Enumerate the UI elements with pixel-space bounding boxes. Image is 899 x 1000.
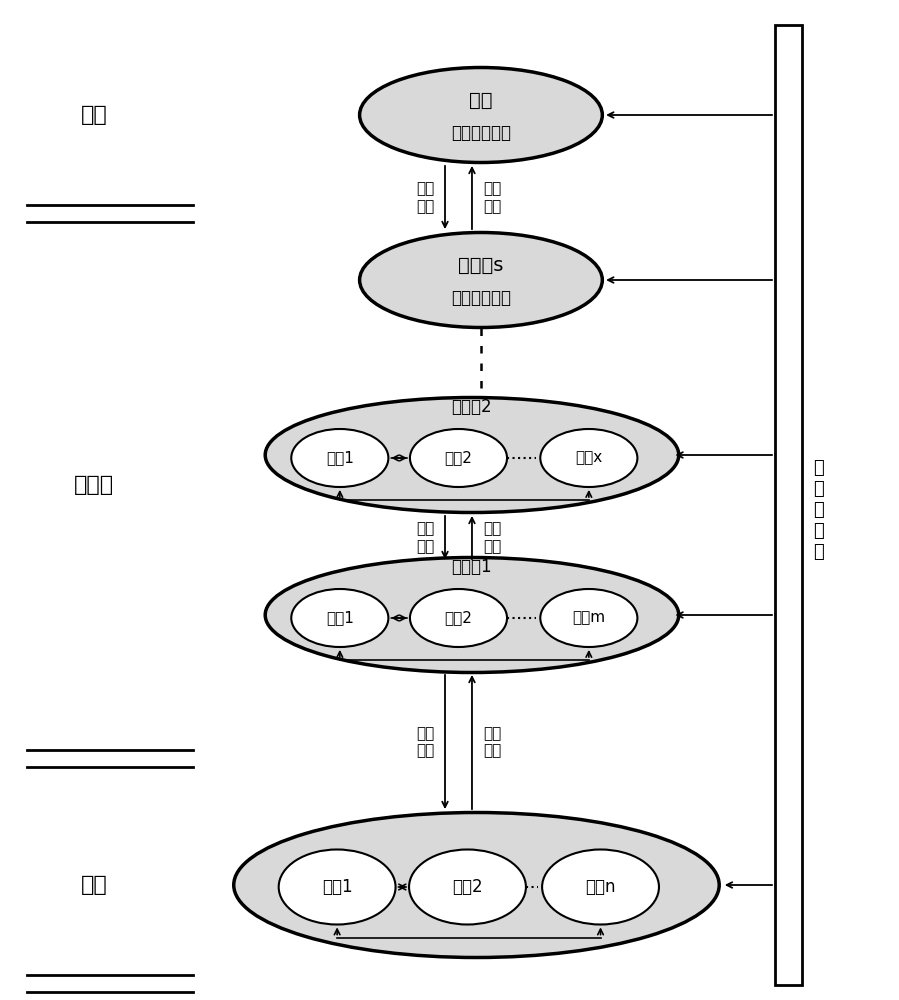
- Text: 子图n: 子图n: [585, 878, 616, 896]
- Ellipse shape: [540, 429, 637, 487]
- Text: 底层: 底层: [81, 875, 108, 895]
- Ellipse shape: [360, 68, 602, 162]
- Text: 子图2: 子图2: [444, 610, 473, 626]
- Ellipse shape: [540, 589, 637, 647]
- Ellipse shape: [360, 232, 602, 328]
- Text: 中间层: 中间层: [75, 475, 114, 495]
- Text: （不可分解）: （不可分解）: [451, 124, 511, 142]
- Text: 中间层s: 中间层s: [458, 255, 503, 274]
- Bar: [775, 25, 802, 985]
- Text: 中间层2: 中间层2: [451, 398, 493, 416]
- Text: （仍可分解）: （仍可分解）: [451, 289, 511, 307]
- Ellipse shape: [265, 558, 679, 672]
- Text: 子图x: 子图x: [575, 450, 602, 466]
- Text: 子图2: 子图2: [444, 450, 473, 466]
- Ellipse shape: [279, 850, 396, 924]
- Text: 中间层1: 中间层1: [451, 558, 493, 576]
- Text: 一
致
性
协
议: 一 致 性 协 议: [813, 459, 823, 561]
- Text: 子图1: 子图1: [325, 450, 354, 466]
- Text: 子图2: 子图2: [452, 878, 483, 896]
- Ellipse shape: [234, 812, 719, 958]
- Text: 子图1: 子图1: [322, 878, 352, 896]
- Ellipse shape: [410, 429, 507, 487]
- Text: 状态
信息: 状态 信息: [416, 181, 434, 214]
- Text: 保持
一致: 保持 一致: [484, 181, 502, 214]
- Ellipse shape: [265, 397, 679, 512]
- Ellipse shape: [410, 589, 507, 647]
- Text: 子图1: 子图1: [325, 610, 354, 626]
- Text: 顶层: 顶层: [469, 91, 493, 109]
- Text: 状态
信息: 状态 信息: [416, 726, 434, 758]
- Ellipse shape: [291, 589, 388, 647]
- Ellipse shape: [409, 850, 526, 924]
- Text: 子图m: 子图m: [573, 610, 605, 626]
- Text: 顶层: 顶层: [81, 105, 108, 125]
- Text: 保持
一致: 保持 一致: [484, 521, 502, 554]
- Ellipse shape: [542, 850, 659, 924]
- Ellipse shape: [291, 429, 388, 487]
- Text: 状态
信息: 状态 信息: [416, 521, 434, 554]
- Text: 保持
一致: 保持 一致: [484, 726, 502, 758]
